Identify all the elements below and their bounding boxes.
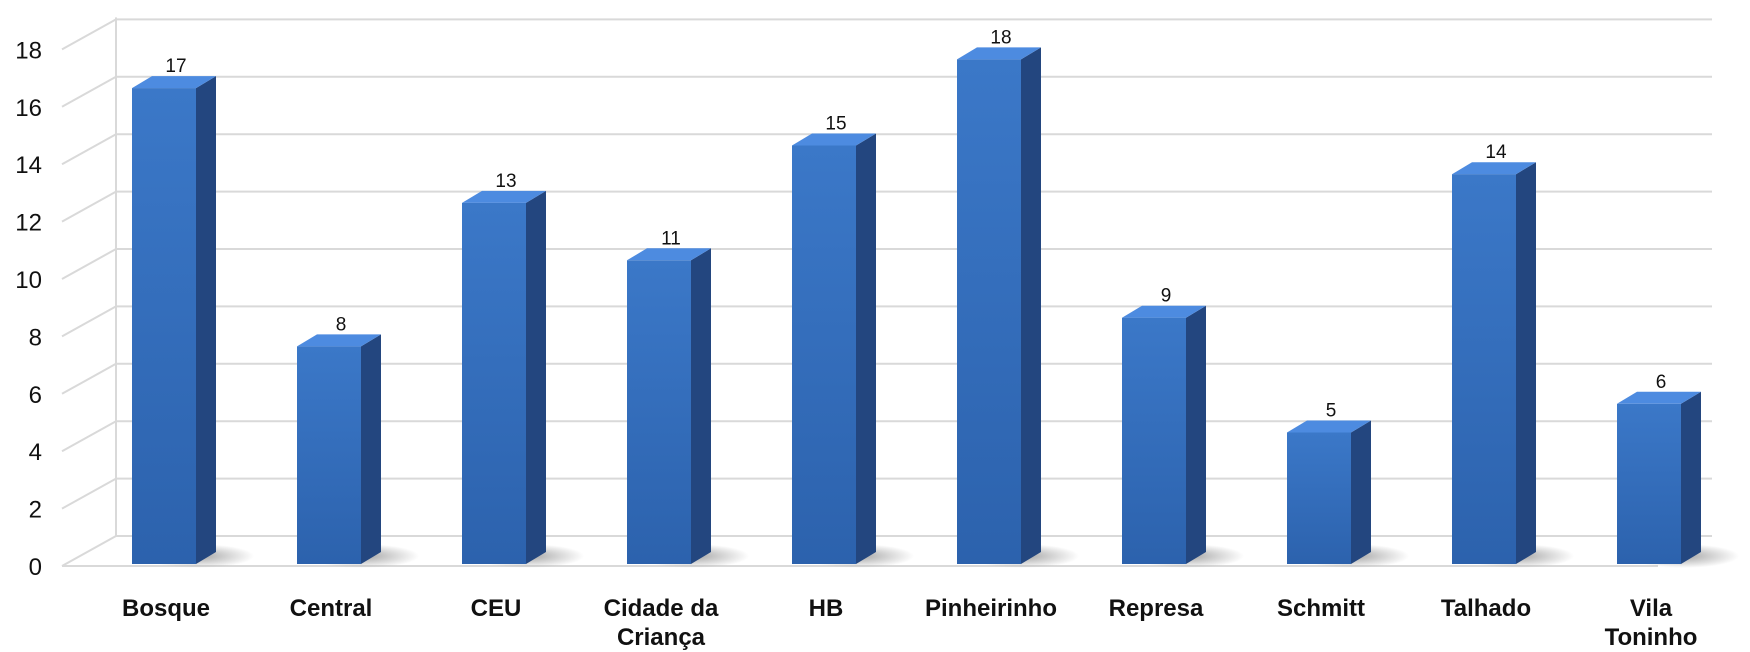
y-tick-label: 6 [29,382,42,409]
y-tick-label: 14 [15,152,42,179]
bar [792,133,914,568]
x-tick-label-line: Talhado [1441,595,1531,622]
bar-top [1452,162,1536,175]
bar-side [1681,391,1701,564]
bar [1122,305,1244,568]
bar-top [462,190,546,203]
x-tick-label-line: Schmitt [1277,595,1365,622]
bar-side [361,334,381,564]
x-tick-label-line: Criança [617,624,706,651]
y-tick-label: 18 [15,37,42,64]
bar-front [462,202,526,564]
bar-side [1186,305,1206,564]
x-axis-category-labels: Bosque Central CEU Cidade da Criança HB Pinhei… [122,595,1697,651]
gridline [61,75,1712,108]
data-label: 8 [336,314,347,335]
data-label: 11 [661,228,681,249]
x-tick-label-line: Bosque [122,595,210,622]
bar [1617,391,1739,568]
bar-side [196,76,216,564]
bar-side [691,248,711,565]
data-label: 9 [1161,286,1172,307]
x-tick-label: Talhado [1441,595,1531,622]
bar-top [957,47,1041,60]
y-tick-label: 10 [15,267,42,294]
x-tick-label: Bosque [122,595,210,622]
bar-top [297,334,381,347]
bar-front [1122,317,1186,564]
x-tick-label-line: Vila [1630,595,1673,622]
bar-front [1452,174,1516,564]
bar-side [1021,47,1041,564]
bar-front [957,59,1021,565]
y-tick-label: 2 [29,497,42,524]
bar [1287,420,1409,568]
x-tick-label: Represa [1109,595,1204,622]
bar [297,334,419,568]
x-tick-label: Central [290,595,373,622]
gridline [61,18,1712,51]
y-tick-label: 16 [15,95,42,122]
gridline [61,133,1712,166]
data-label: 15 [825,114,846,135]
x-tick-label-line: HB [809,595,844,622]
bar-top [792,133,876,146]
bar-front [297,346,361,564]
bar-side [1516,162,1536,564]
y-tick-label: 12 [15,210,42,237]
x-tick-label: CEU [471,595,522,622]
bar-top [1287,420,1371,433]
bar-front [1287,432,1351,564]
bar-side [526,190,546,564]
data-label: 5 [1326,401,1337,422]
x-tick-label: Schmitt [1277,595,1365,622]
x-tick-label-line: Represa [1109,595,1204,622]
x-tick-label: Vila Toninho [1605,595,1698,651]
x-tick-label-line: Pinheirinho [925,595,1057,622]
data-label: 13 [495,171,516,192]
bar-side [856,133,876,564]
bar-front [792,145,856,564]
data-label: 6 [1656,372,1667,393]
y-axis-tick-labels: 0 2 4 6 8 10 12 14 16 18 [15,37,42,581]
y-tick-label: 0 [29,554,42,581]
bar [627,248,749,568]
data-label: 17 [165,56,186,77]
gridlines [61,17,1712,567]
x-tick-label: HB [809,595,844,622]
bar-front [627,260,691,564]
bar-front [1617,403,1681,564]
y-tick-label: 4 [29,439,42,466]
bar-front [132,88,196,564]
bar [957,47,1079,568]
bar-side [1351,420,1371,564]
x-tick-label: Cidade da Criança [604,595,719,651]
data-label: 14 [1485,142,1507,163]
data-labels: 17 8 13 11 15 18 9 5 14 6 [165,27,1666,421]
x-tick-label-line: CEU [471,595,522,622]
x-tick-label-line: Central [290,595,373,622]
x-tick-label-line: Toninho [1605,624,1698,651]
bars [132,47,1739,568]
x-tick-label: Pinheirinho [925,595,1057,622]
bar-top [1617,391,1701,404]
bar-top [627,248,711,261]
y-tick-label: 8 [29,324,42,351]
data-label: 18 [990,27,1011,48]
bar [132,76,254,568]
bar [1452,162,1574,568]
bar [462,190,584,568]
bar-top [1122,305,1206,318]
bar-top [132,76,216,89]
x-tick-label-line: Cidade da [604,595,719,622]
